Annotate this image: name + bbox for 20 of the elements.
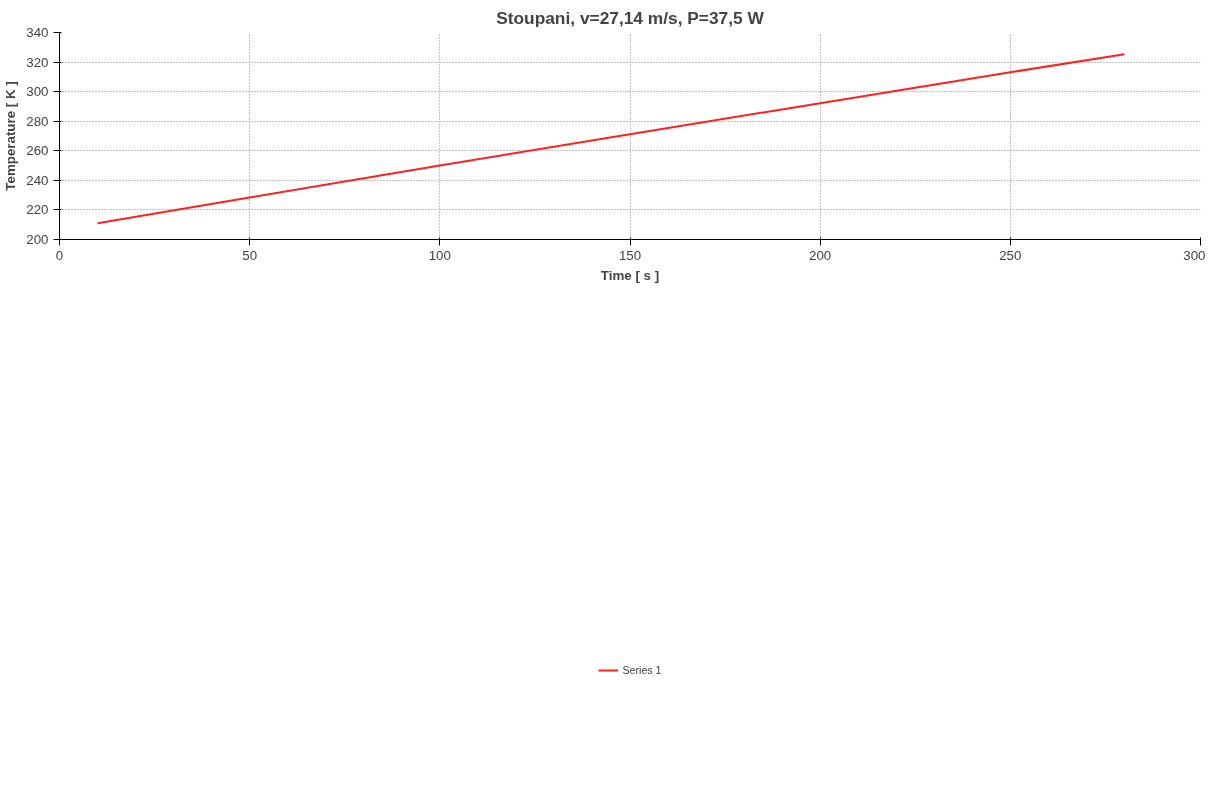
x-tick-label: 100 (428, 247, 451, 263)
y-tick-label: 280 (26, 113, 49, 129)
x-tick-label: 200 (809, 247, 832, 263)
x-tick-label: 50 (242, 247, 258, 263)
y-tick-label: 320 (26, 54, 49, 70)
x-axis-title: Time [ s ] (600, 267, 660, 283)
y-axis-title: Temperature [ K ] (3, 81, 19, 191)
x-tick-label: 300 (1183, 247, 1206, 263)
y-tick-label: 260 (26, 143, 49, 159)
x-tick-label: 250 (999, 247, 1022, 263)
y-tick-label: 220 (26, 202, 49, 218)
y-tick-label: 200 (26, 232, 49, 247)
y-tick-label: 340 (26, 25, 49, 40)
x-tick-label: 150 (618, 247, 642, 263)
y-tick-label: 300 (26, 84, 49, 100)
chart-title: Stoupani, v=27,14 m/s, P=37,5 W (496, 7, 765, 28)
line-series (96, 53, 1126, 225)
x-tick-label: 0 (55, 247, 64, 263)
y-tick-label: 240 (26, 172, 49, 188)
legend-label: Series 1 (622, 664, 662, 676)
